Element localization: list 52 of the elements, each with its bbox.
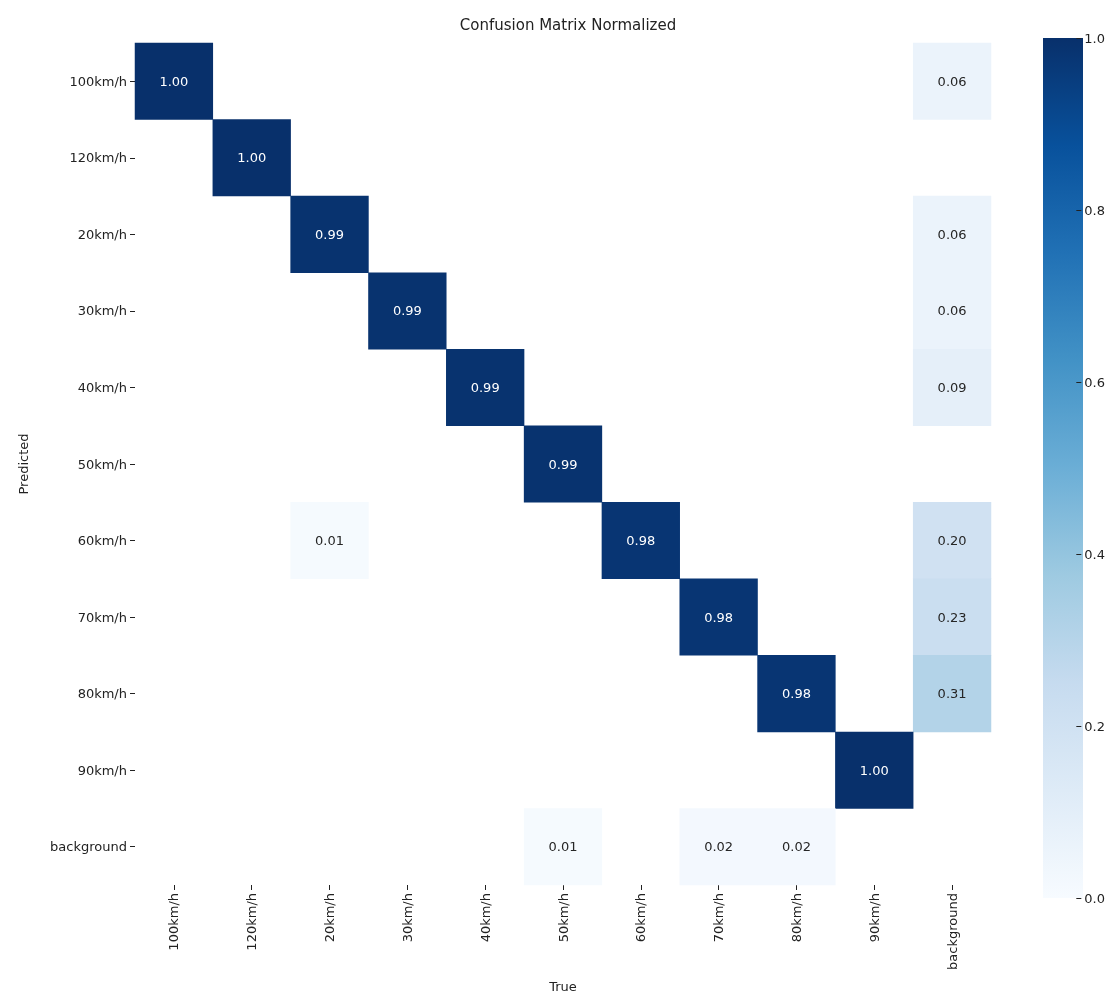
data-label: 0.20 <box>937 533 967 549</box>
y-tick-label: 120km/h <box>69 150 127 166</box>
data-label: 0.02 <box>704 839 734 855</box>
y-tick-label: 50km/h <box>77 456 127 472</box>
data-label: 1.00 <box>859 762 889 778</box>
data-label: 0.31 <box>937 686 967 702</box>
y-tick-label: background <box>50 839 127 855</box>
color-bar-label: 0.8 <box>1084 202 1106 218</box>
data-label: 0.09 <box>937 379 967 395</box>
data-label: 0.98 <box>704 609 734 625</box>
x-tick-label: 90km/h <box>866 893 882 943</box>
x-tick-label: 60km/h <box>633 893 649 943</box>
chart-title: Confusion Matrix Normalized <box>459 15 677 34</box>
x-tick-label: 40km/h <box>477 893 493 943</box>
data-label: 0.98 <box>626 533 656 549</box>
data-label: 0.99 <box>548 456 578 472</box>
data-label: 0.01 <box>548 839 578 855</box>
color-bar-label: 0.0 <box>1084 890 1106 906</box>
data-label: 0.06 <box>937 303 967 319</box>
x-tick-label: 50km/h <box>555 893 571 943</box>
x-tick-label: 70km/h <box>711 893 727 943</box>
data-label: 0.06 <box>937 226 967 242</box>
data-label: 0.99 <box>470 379 500 395</box>
data-label: 0.23 <box>937 609 967 625</box>
x-tick-label: 120km/h <box>244 893 260 951</box>
x-axis-title: True <box>548 979 577 994</box>
color-bar-label: 0.4 <box>1084 546 1106 562</box>
x-tick-label: background <box>944 893 960 970</box>
data-label: 0.01 <box>315 533 345 549</box>
data-label: 0.02 <box>781 839 811 855</box>
y-tick-label: 60km/h <box>77 533 127 549</box>
y-tick-label: 90km/h <box>77 762 127 778</box>
y-tick-label: 80km/h <box>77 686 127 702</box>
data-label: 0.98 <box>781 686 811 702</box>
y-tick-label: 40km/h <box>77 379 127 395</box>
color-bar-label: 1.0 <box>1084 30 1106 46</box>
color-bar-label: 0.6 <box>1084 374 1106 390</box>
data-label: 1.00 <box>237 150 267 166</box>
x-tick-label: 20km/h <box>322 893 338 943</box>
y-tick-label: 70km/h <box>77 609 127 625</box>
color-bar-label: 0.2 <box>1084 718 1106 734</box>
y-tick-label: 20km/h <box>77 226 127 242</box>
x-tick-label: 80km/h <box>788 893 804 943</box>
data-label: 0.06 <box>937 73 967 89</box>
data-label: 0.99 <box>392 303 422 319</box>
y-tick-label: 30km/h <box>77 303 127 319</box>
x-tick-label: 100km/h <box>166 893 182 951</box>
x-tick-label: 30km/h <box>399 893 415 943</box>
data-label: 0.99 <box>315 226 345 242</box>
data-label: 1.00 <box>159 73 189 89</box>
y-axis-title: Predicted <box>16 433 31 495</box>
y-tick-label: 100km/h <box>69 73 127 89</box>
